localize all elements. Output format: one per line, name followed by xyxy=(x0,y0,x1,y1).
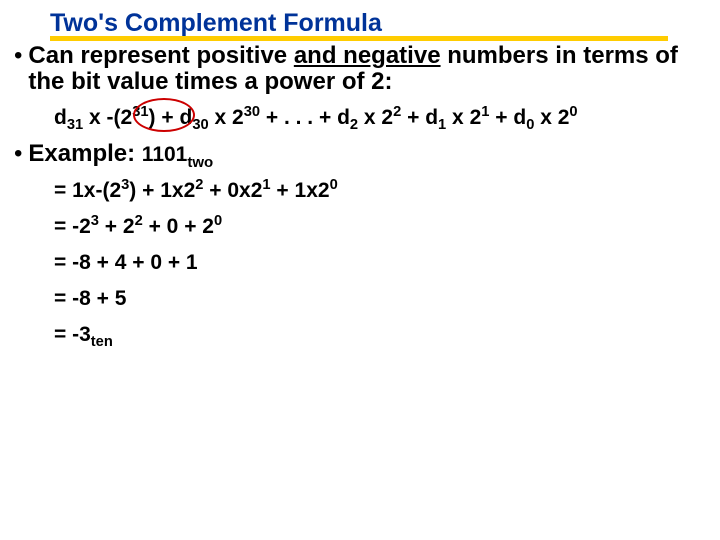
title-block: Two's Complement Formula xyxy=(50,8,708,41)
f-x1: x xyxy=(83,106,106,129)
f-negclose: ) xyxy=(149,106,156,129)
l2a: = -2 xyxy=(54,215,91,238)
f-d31: d xyxy=(54,106,67,129)
example-block: = 1x-(23) + 1x22 + 0x21 + 1x20 = -23 + 2… xyxy=(54,179,708,347)
l1s4: 0 xyxy=(330,177,338,193)
b2-num: 1101 xyxy=(142,143,188,166)
bullet-dot-icon: • xyxy=(14,43,22,69)
ex-line-3: = -8 + 4 + 0 + 1 xyxy=(54,251,708,275)
formula-block: d31 x -(231) + d30 x 230 + . . . + d2 x … xyxy=(54,104,708,131)
l5sub: ten xyxy=(91,335,113,351)
f-d1: + d xyxy=(401,106,438,129)
f-x3: x 2 xyxy=(358,106,393,129)
ex-line-5: = -3ten xyxy=(54,323,708,347)
f-x4: x 2 xyxy=(446,106,481,129)
l1a: = 1x-(2 xyxy=(54,179,121,202)
l2s1: 3 xyxy=(91,213,99,229)
f-d0: + d xyxy=(489,106,526,129)
f-sub30: 30 xyxy=(192,117,208,133)
f-d30: + d xyxy=(156,106,193,129)
l1s3: 1 xyxy=(262,177,270,193)
f-sub1b: 1 xyxy=(438,117,446,133)
f-sub31: 31 xyxy=(67,117,83,133)
b2-pre: Example: xyxy=(28,140,141,167)
l5a: = -3 xyxy=(54,323,91,346)
f-sub2: 2 xyxy=(350,117,358,133)
ex-line-2: = -23 + 22 + 0 + 20 xyxy=(54,215,708,239)
f-sup30: 30 xyxy=(244,104,260,120)
bullet-dot-icon: • xyxy=(14,141,22,167)
bullet-2: • Example: 1101two xyxy=(12,141,708,167)
l1d: + 1x2 xyxy=(271,179,330,202)
b1-uline: and negative xyxy=(294,42,441,69)
bullet-1: • Can represent positive and negative nu… xyxy=(12,43,708,96)
l2s2: 2 xyxy=(135,213,143,229)
b2-sub: two xyxy=(187,154,213,171)
ex-line-4: = -8 + 5 xyxy=(54,287,708,311)
l2b: + 2 xyxy=(99,215,135,238)
l1b: ) + 1x2 xyxy=(129,179,195,202)
formula-text: d31 x -(231) + d30 x 230 + . . . + d2 x … xyxy=(54,104,708,131)
slide-title: Two's Complement Formula xyxy=(50,8,708,38)
f-x2: x 2 xyxy=(209,106,244,129)
f-x5: x 2 xyxy=(534,106,569,129)
bullet-1-text: Can represent positive and negative numb… xyxy=(28,43,708,96)
b1-pre: Can represent positive xyxy=(28,42,293,69)
f-dots: + . . . + d xyxy=(260,106,350,129)
f-supneg: 31 xyxy=(132,104,148,120)
l2s3: 0 xyxy=(214,213,222,229)
f-sup0: 0 xyxy=(569,104,577,120)
f-negopen: -(2 xyxy=(107,106,133,129)
l2c: + 0 + 2 xyxy=(143,215,214,238)
l1c: + 0x2 xyxy=(203,179,262,202)
ex-line-1: = 1x-(23) + 1x22 + 0x21 + 1x20 xyxy=(54,179,708,203)
bullet-2-text: Example: 1101two xyxy=(28,141,213,167)
